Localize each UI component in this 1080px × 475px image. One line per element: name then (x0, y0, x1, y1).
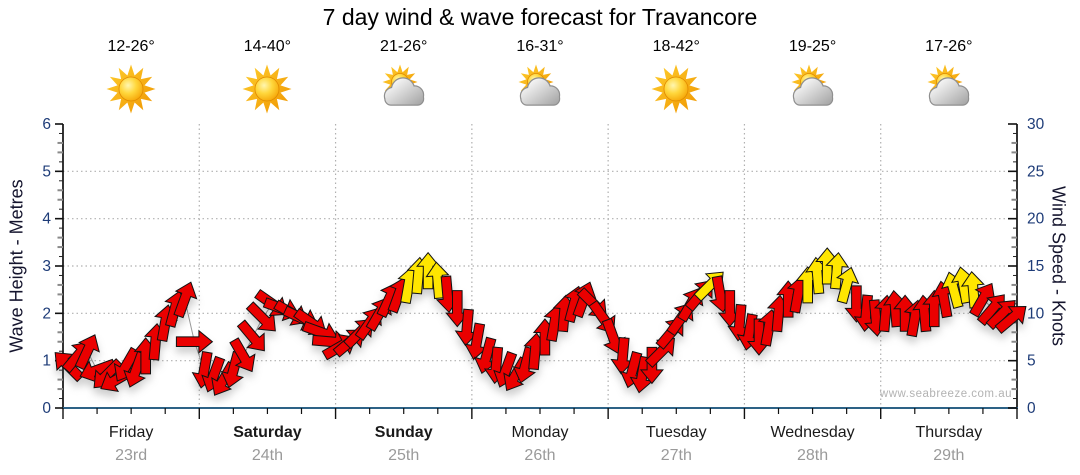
right-tick-label: 30 (1027, 116, 1045, 133)
wind-arrow (173, 281, 198, 319)
left-tick-label: 5 (42, 163, 51, 180)
date-label: 26th (524, 447, 556, 464)
gridlines (63, 124, 1017, 408)
left-tick-label: 3 (42, 258, 51, 275)
wind-arrow (236, 319, 265, 352)
left-tick-label: 6 (42, 116, 51, 133)
temperature-range: 16-31° (516, 38, 564, 55)
sun-core (663, 76, 689, 102)
temperature-range: 21-26° (380, 38, 428, 55)
day-label: Tuesday (645, 424, 707, 441)
sun-icon (651, 64, 701, 114)
date-label: 23rd (115, 447, 148, 464)
day-label: Thursday (915, 424, 983, 441)
right-tick-label: 15 (1027, 258, 1044, 275)
sun-icon (242, 64, 292, 114)
date-label: 28th (796, 447, 829, 464)
sun-cloud-icon (518, 64, 561, 106)
temperature-range: 14-40° (243, 38, 292, 55)
right-tick-label: 25 (1027, 163, 1044, 180)
temperature-range: 12-26° (107, 38, 155, 55)
right-tick-label: 5 (1027, 353, 1036, 370)
right-tick-label: 10 (1027, 305, 1045, 322)
date-label: 24th (251, 447, 283, 464)
day-label: Sunday (374, 424, 433, 441)
wind-arrow (835, 266, 860, 305)
cloud (383, 77, 424, 106)
cloud (928, 77, 970, 106)
right-tick-label: 20 (1027, 211, 1045, 228)
day-label: Saturday (233, 424, 302, 441)
day-label: Friday (108, 424, 154, 441)
wind-arrow (825, 251, 850, 290)
sun-core (255, 76, 280, 102)
chart-title: 7 day wind & wave forecast for Travancor… (322, 4, 758, 30)
temperature-range: 19-25° (788, 38, 837, 55)
cloud (792, 77, 833, 106)
left-tick-label: 2 (42, 305, 51, 322)
cloud (519, 77, 561, 106)
wind-arrow (994, 306, 1027, 335)
date-label: 25th (388, 447, 420, 464)
temperature-range: 18-42° (652, 38, 700, 55)
left-tick-label: 4 (42, 211, 51, 228)
wind-arrow (74, 334, 100, 371)
sun-cloud-icon (927, 64, 970, 106)
axis-ticks: 0 01 52 103 154 205 256 30 (42, 116, 1045, 419)
wind-arrow (175, 329, 214, 354)
wind-arrow-series (54, 247, 1027, 396)
right-tick-label: 0 (1027, 400, 1036, 417)
day-label: Monday (511, 424, 569, 441)
left-tick-label: 1 (42, 353, 51, 370)
day-label: Wednesday (770, 424, 855, 441)
date-label: 29th (933, 447, 965, 464)
sun-cloud-icon (382, 64, 424, 106)
wind-arrow (229, 337, 256, 373)
sun-cloud-icon (791, 64, 833, 106)
watermark: www.seabreeze.com.au (879, 388, 1012, 400)
date-label: 27th (660, 447, 692, 464)
sun-core (118, 76, 144, 102)
temperature-range: 17-26° (925, 38, 973, 55)
left-tick-label: 0 (42, 400, 51, 417)
sun-icon (106, 64, 156, 114)
